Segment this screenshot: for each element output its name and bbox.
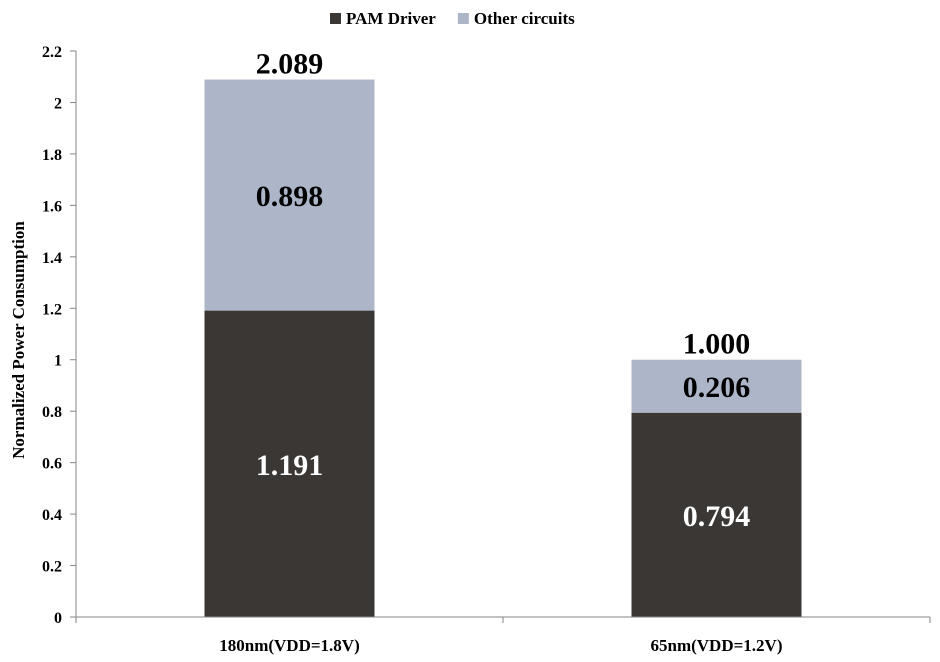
legend-swatch bbox=[457, 13, 469, 24]
total-label: 1.000 bbox=[683, 328, 751, 361]
y-tick-label: 0.8 bbox=[42, 404, 62, 421]
bar-segment bbox=[631, 412, 802, 617]
y-tick-label: 2 bbox=[54, 95, 62, 112]
y-tick-label: 0 bbox=[54, 610, 62, 627]
y-tick-label: 1.2 bbox=[42, 301, 62, 318]
x-category-label: 180nm(VDD=1.8V) bbox=[219, 636, 359, 655]
y-tick-label: 1.8 bbox=[42, 147, 62, 164]
data-label: 0.898 bbox=[256, 180, 324, 213]
y-tick-label: 0.4 bbox=[42, 507, 62, 524]
y-tick-label: 1.4 bbox=[42, 250, 62, 267]
y-tick-label: 1 bbox=[54, 353, 62, 370]
bar-segment bbox=[204, 310, 375, 617]
data-label: 1.191 bbox=[256, 449, 324, 482]
total-label: 2.089 bbox=[256, 48, 324, 81]
legend: PAM Driver Other circuits bbox=[330, 9, 575, 28]
legend-label: Other circuits bbox=[474, 9, 575, 28]
y-tick-label: 0.2 bbox=[42, 559, 62, 576]
legend-label: PAM Driver bbox=[346, 9, 436, 28]
data-label: 0.794 bbox=[683, 500, 751, 533]
data-label: 0.206 bbox=[683, 371, 751, 404]
y-tick-label: 0.6 bbox=[42, 456, 62, 473]
bars: 1.191 0.898 2.089 0.794 0.206 1.000 bbox=[204, 48, 802, 617]
y-tick-label: 2.2 bbox=[42, 44, 62, 61]
x-axis: 180nm(VDD=1.8V) 65nm(VDD=1.2V) bbox=[75, 616, 931, 655]
y-axis-label: Normalized Power Consumption bbox=[9, 221, 28, 459]
y-axis: 0 0.2 0.4 0.6 0.8 1 1.2 1.4 1.6 1.8 2 2.2 bbox=[42, 44, 77, 627]
x-category-label: 65nm(VDD=1.2V) bbox=[651, 636, 783, 655]
bar-segment bbox=[631, 359, 802, 413]
legend-swatch bbox=[330, 13, 341, 24]
y-tick-label: 1.6 bbox=[42, 198, 62, 215]
bar-segment bbox=[204, 79, 375, 311]
